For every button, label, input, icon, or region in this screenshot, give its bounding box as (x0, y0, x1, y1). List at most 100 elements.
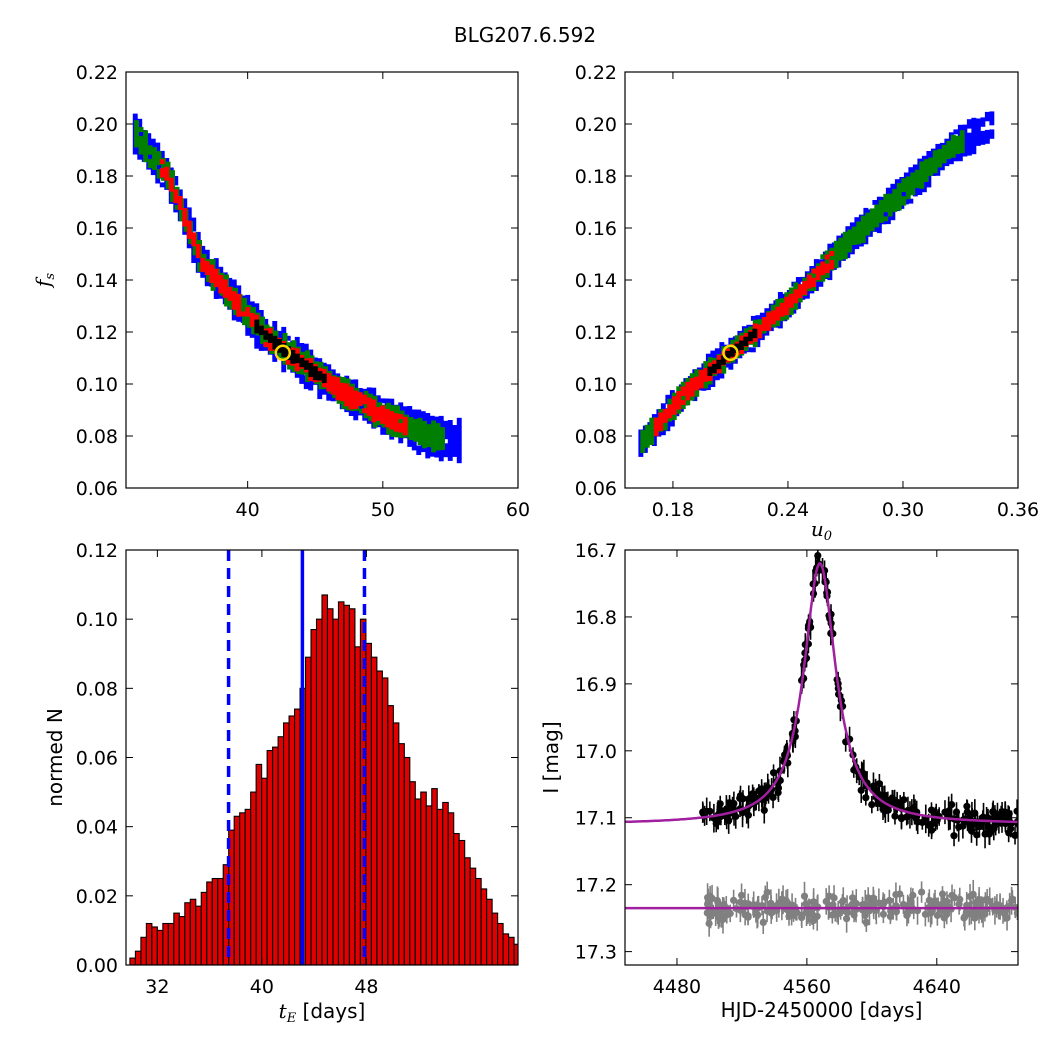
density-cell (303, 384, 309, 390)
density-cell (213, 268, 219, 274)
residual-point (940, 914, 948, 922)
density-cell (173, 198, 179, 204)
density-cell (851, 226, 857, 232)
residual-point (969, 890, 977, 899)
density-cell (435, 436, 441, 442)
density-cell (860, 233, 866, 239)
density-cell (685, 377, 691, 383)
density-cell (321, 389, 327, 395)
density-cell (380, 410, 386, 415)
x-tick-label: 40 (250, 976, 274, 998)
density-cell (132, 149, 138, 155)
density-cell (249, 332, 255, 338)
density-cell (775, 321, 781, 327)
data-point (927, 806, 936, 814)
residual-point (730, 896, 738, 904)
density-cell (689, 373, 695, 379)
density-cell (656, 431, 662, 437)
density-cell (863, 234, 869, 240)
density-cell (371, 392, 377, 398)
y-tick-label: 0.10 (76, 609, 118, 631)
density-cell (393, 422, 399, 428)
density-cell (757, 329, 763, 334)
plot-fs-vs-u0: 0.18 0.24 0.30 0.36 0.06 0.08 0.10 0.12 0.14 0.16… (575, 62, 1039, 544)
histogram-bar (547, 962, 552, 965)
density-cell (921, 155, 927, 161)
density-cell (955, 135, 961, 141)
density-cell (399, 433, 405, 438)
density-cell (393, 413, 399, 419)
density-cell (303, 367, 309, 373)
density-cell (389, 398, 395, 404)
density-cell (962, 133, 968, 139)
density-cell (928, 166, 934, 172)
density-cell (305, 354, 310, 360)
density-cell (854, 244, 860, 250)
data-point (950, 832, 958, 840)
density-cell (676, 386, 682, 392)
density-cell (326, 377, 332, 383)
density-cell (296, 369, 301, 374)
density-cell (159, 168, 165, 174)
density-cell (923, 177, 929, 182)
data-point (1013, 807, 1018, 815)
density-cell (944, 156, 950, 162)
density-cell (750, 347, 756, 353)
contour-best (254, 319, 327, 384)
data-point (990, 825, 998, 833)
density-cell (926, 182, 932, 188)
density-cell (294, 372, 300, 378)
density-cell (249, 301, 255, 307)
density-cell (366, 402, 372, 407)
residual-point (813, 912, 821, 920)
density-cell (395, 405, 400, 411)
density-cell (240, 311, 246, 317)
density-cell (375, 411, 381, 417)
histogram-bar (332, 618, 340, 965)
histogram-bar (542, 962, 547, 965)
density-cell (788, 293, 794, 299)
density-cell (249, 321, 255, 327)
density-cell (658, 416, 664, 422)
density-cell (651, 441, 657, 446)
density-cell (231, 300, 237, 306)
density-cell (851, 235, 857, 241)
density-cell (806, 274, 812, 280)
density-cell (640, 430, 646, 435)
density-cell (290, 358, 296, 364)
density-cell (143, 152, 148, 158)
histogram-bar (272, 746, 279, 965)
density-cell (923, 172, 929, 178)
histogram-bar (151, 926, 158, 965)
density-cell (434, 416, 440, 422)
density-cell (155, 165, 161, 170)
density-cell (685, 395, 691, 401)
density-cell (389, 424, 395, 430)
density-cell (729, 347, 735, 353)
density-cell (820, 276, 826, 282)
density-cell (209, 269, 215, 274)
density-cell (425, 417, 431, 423)
density-cell (264, 338, 270, 343)
density-cell (959, 134, 965, 140)
residual-point (844, 908, 852, 917)
density-cell (653, 431, 659, 437)
density-cell (955, 140, 961, 146)
density-cell (955, 149, 961, 155)
density-cell (685, 386, 691, 392)
residual-point (948, 891, 956, 899)
density-cell (182, 217, 188, 222)
density-cell (667, 413, 673, 419)
histogram-bar (206, 881, 213, 965)
density-cell (398, 402, 404, 408)
density-cell (842, 245, 848, 251)
density-cell (703, 367, 709, 373)
density-cell (357, 401, 363, 407)
histogram-bar (480, 888, 488, 965)
density-cell (213, 294, 219, 299)
x-axis-label: HJD-2450000 [days] (721, 998, 923, 1022)
density-cell (143, 139, 148, 145)
density-cell (761, 326, 767, 331)
density-cell (308, 385, 314, 391)
density-cell (768, 326, 774, 332)
